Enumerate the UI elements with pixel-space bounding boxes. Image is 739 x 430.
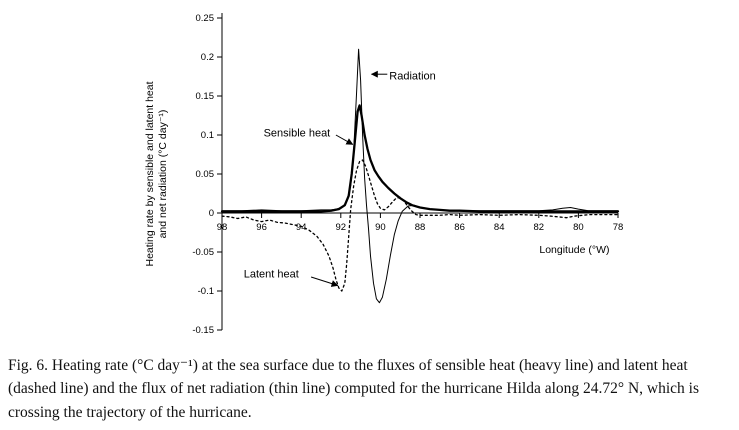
y-tick-label: -0.1	[198, 286, 214, 297]
x-tick-label: 84	[494, 222, 505, 233]
y-tick-label: 0.05	[196, 169, 215, 180]
figure-chart: 0.25 0.2 0.15 0.1 0.05 0 -0.05 -0.1 -0.15 98 96 94 9…	[144, 13, 624, 336]
x-tick-label: 80	[573, 222, 584, 233]
y-tick-label: 0	[209, 208, 214, 219]
annotation-arrow-latent-heat	[310, 276, 339, 287]
y-tick-label: 0.1	[201, 130, 214, 141]
x-tick-label: 82	[534, 222, 545, 233]
y-tick-label: -0.15	[192, 325, 214, 336]
series-sensible-heat	[220, 104, 620, 213]
x-axis-label: Longitude (°W)	[539, 244, 609, 256]
x-tick-label: 88	[415, 222, 426, 233]
annotation-latent-heat: Latent heat	[244, 269, 299, 281]
x-tick-label: 90	[375, 222, 386, 233]
x-tick-label: 92	[336, 222, 347, 233]
annotation-arrow-sensible-heat	[335, 134, 354, 145]
figure-caption: Fig. 6. Heating rate (°C day⁻¹) at the s…	[8, 357, 700, 421]
series-latent-heat	[221, 159, 619, 292]
annotation-radiation: Radiation	[389, 71, 435, 83]
x-tick-label: 86	[454, 222, 465, 233]
x-tick-label: 78	[613, 222, 624, 233]
y-tick-label: 0.2	[201, 52, 214, 63]
annotation-sensible-heat: Sensible heat	[264, 128, 331, 140]
x-tick-label: 94	[296, 222, 307, 233]
series-net-radiation	[221, 48, 619, 304]
y-tick-label: 0.15	[196, 91, 215, 102]
y-tick-label: 0.25	[196, 13, 215, 24]
y-axis-label: Heating rate by sensible and latent heat…	[144, 81, 169, 266]
x-tick-label: 96	[256, 222, 267, 233]
x-tick-label: 98	[217, 222, 228, 233]
y-tick-label: -0.05	[192, 247, 214, 258]
